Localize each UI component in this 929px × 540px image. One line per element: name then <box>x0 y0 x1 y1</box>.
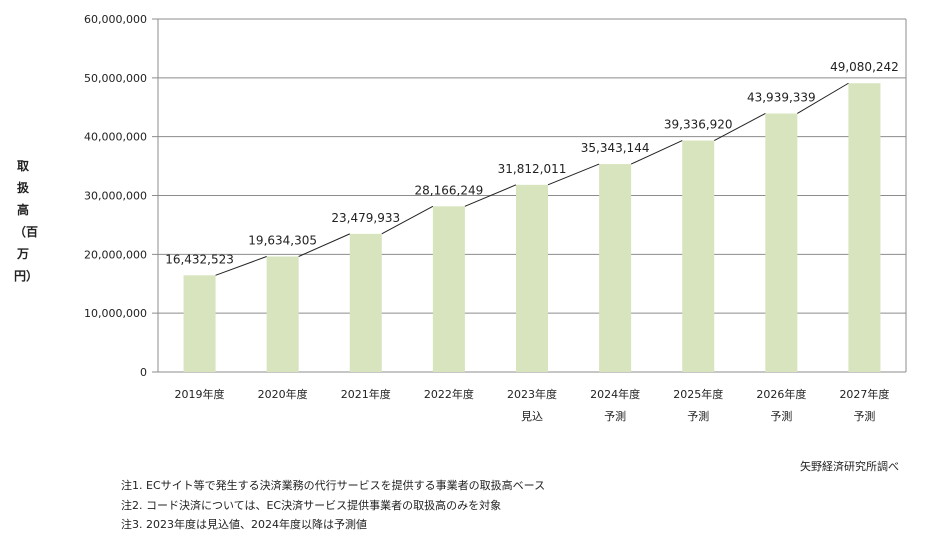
source-credit: 矢野経済研究所調べ <box>800 460 899 473</box>
x-tick-sublabel: 予測 <box>604 409 626 423</box>
connector-line <box>713 113 766 142</box>
note-2: 注2. コード決済については、EC決済サービス提供事業者の取扱高のみを対象 <box>121 499 502 512</box>
bar <box>682 140 715 372</box>
data-label: 35,343,144 <box>581 141 650 155</box>
bar <box>183 275 216 372</box>
connector-line <box>298 233 350 257</box>
x-tick-label: 2026年度 <box>756 387 806 401</box>
data-label: 39,336,920 <box>664 118 733 132</box>
bar <box>516 184 548 372</box>
y-tick-label: 20,000,000 <box>84 248 147 261</box>
y-tick-label: 60,000,000 <box>84 13 147 26</box>
x-tick-label: 2027年度 <box>839 387 889 401</box>
bar <box>599 164 632 372</box>
x-tick-sublabel: 予測 <box>853 409 875 423</box>
note-1: 注1. ECサイト等で発生する決済業務の代行サービスを提供する事業者の取扱高ベー… <box>121 479 546 492</box>
x-tick-label: 2021年度 <box>341 387 391 401</box>
connector-line <box>381 205 434 235</box>
connector-line <box>215 256 267 276</box>
y-tick-label: 10,000,000 <box>84 307 147 320</box>
note-3: 注3. 2023年度は見込値、2024年度以降は予測値 <box>121 518 367 531</box>
bar <box>848 83 881 373</box>
data-label: 28,166,249 <box>415 183 484 197</box>
bar <box>432 206 465 372</box>
bar <box>266 256 299 372</box>
connector-line <box>547 163 600 186</box>
x-tick-sublabel: 予測 <box>687 409 709 423</box>
connector-line <box>630 140 683 165</box>
connector-line <box>464 184 517 207</box>
data-label: 49,080,242 <box>830 60 899 74</box>
x-tick-label: 2024年度 <box>590 387 640 401</box>
data-label: 19,634,305 <box>248 233 317 247</box>
data-label: 16,432,523 <box>165 252 234 266</box>
x-tick-label: 2019年度 <box>175 387 225 401</box>
data-label: 31,812,011 <box>498 162 567 176</box>
y-tick-label: 0 <box>140 366 147 379</box>
y-tick-label: 30,000,000 <box>84 190 147 203</box>
x-tick-label: 2020年度 <box>258 387 308 401</box>
connector-line <box>797 82 849 114</box>
bar <box>349 233 382 372</box>
data-label: 23,479,933 <box>331 211 400 225</box>
y-axis-title: 取扱高（百万円） <box>14 159 39 283</box>
data-label: 43,939,339 <box>747 90 816 104</box>
x-tick-sublabel: 見込 <box>521 410 543 423</box>
y-tick-label: 50,000,000 <box>84 72 147 85</box>
y-tick-label: 40,000,000 <box>84 131 147 144</box>
x-tick-label: 2023年度 <box>507 387 557 401</box>
x-tick-label: 2025年度 <box>673 387 723 401</box>
bar <box>765 113 798 372</box>
x-tick-sublabel: 予測 <box>770 409 792 423</box>
x-tick-label: 2022年度 <box>424 387 474 401</box>
